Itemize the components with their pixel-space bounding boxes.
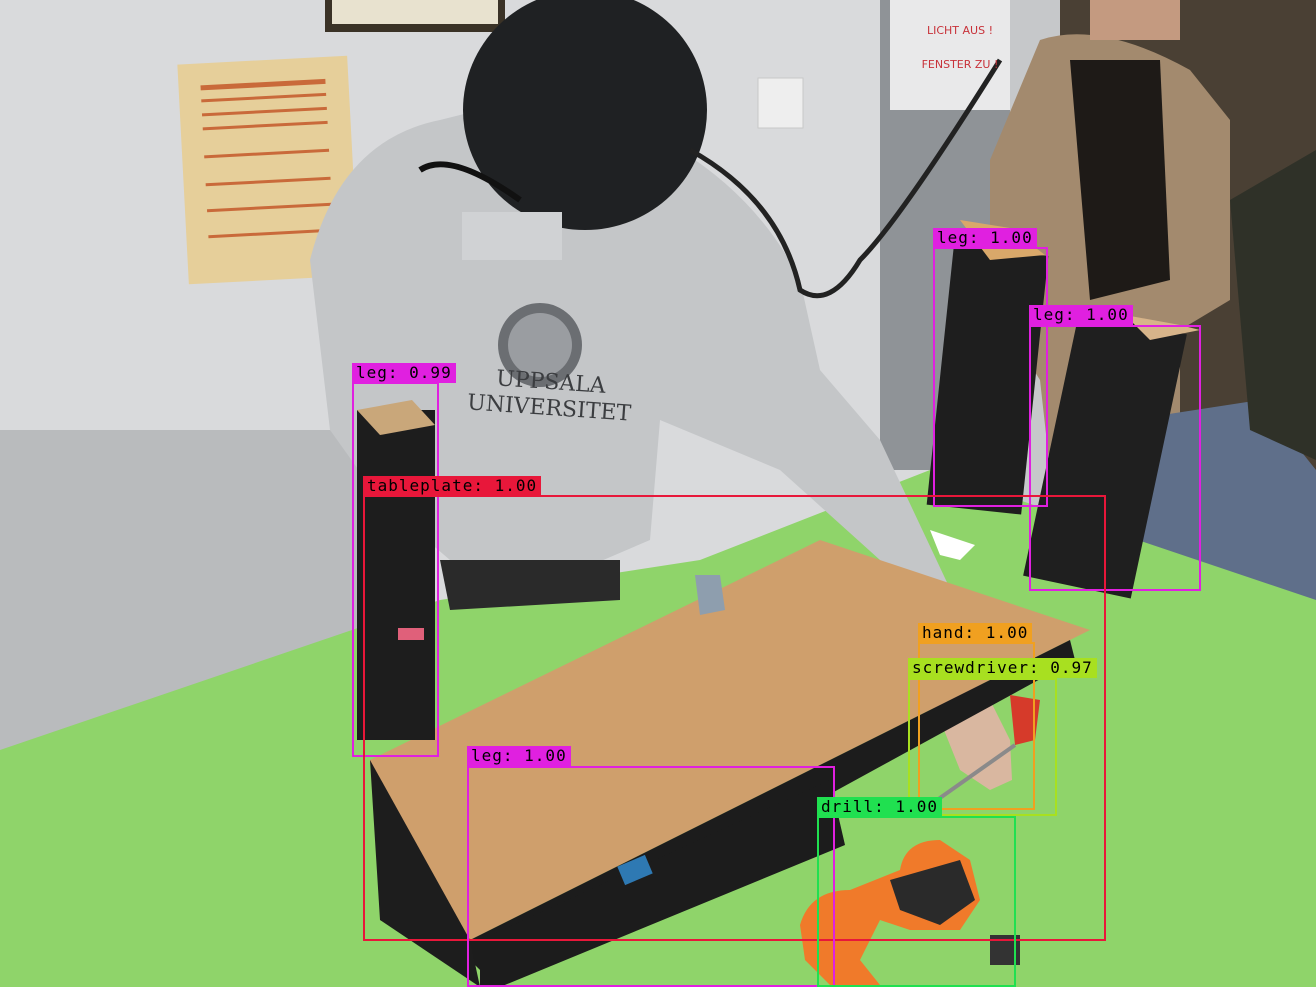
detection-label-leg-4: leg: 1.00 — [467, 746, 571, 766]
detection-box-leg-4 — [467, 766, 835, 987]
detection-label-screwdriver: screwdriver: 0.97 — [908, 658, 1097, 678]
screwdriver-tool — [1010, 695, 1040, 745]
detection-label-leg-3: leg: 0.99 — [352, 363, 456, 383]
detection-label-drill: drill: 1.00 — [817, 797, 942, 817]
detection-box-leg-3 — [352, 382, 439, 757]
detection-box-leg-2 — [1029, 325, 1201, 591]
detection-label-leg-1: leg: 1.00 — [933, 228, 1037, 248]
leg-back-right — [1023, 311, 1187, 599]
detection-box-screwdriver — [908, 678, 1057, 816]
leg-back-left — [926, 246, 1049, 515]
head-camera — [462, 212, 562, 260]
detection-label-leg-2: leg: 1.00 — [1029, 305, 1133, 325]
detection-box-hand — [918, 642, 1035, 810]
detection-label-hand: hand: 1.00 — [918, 623, 1033, 643]
leg-lying-front — [480, 780, 845, 987]
helmet — [463, 0, 707, 230]
detection-box-tableplate — [363, 495, 1106, 941]
door-sign-line2: FENSTER ZU ! — [921, 58, 999, 71]
leg-left — [357, 410, 435, 740]
bystander-right — [1230, 150, 1316, 460]
table-plate-board — [370, 540, 1090, 940]
detection-box-drill — [817, 816, 1016, 987]
door-sign: LICHT AUS ! FENSTER ZU ! — [905, 14, 1015, 82]
light-switch — [757, 77, 804, 129]
detection-box-leg-1 — [933, 247, 1048, 507]
door-sign-line1: LICHT AUS ! — [926, 24, 993, 37]
detection-label-tableplate: tableplate: 1.00 — [363, 476, 542, 496]
